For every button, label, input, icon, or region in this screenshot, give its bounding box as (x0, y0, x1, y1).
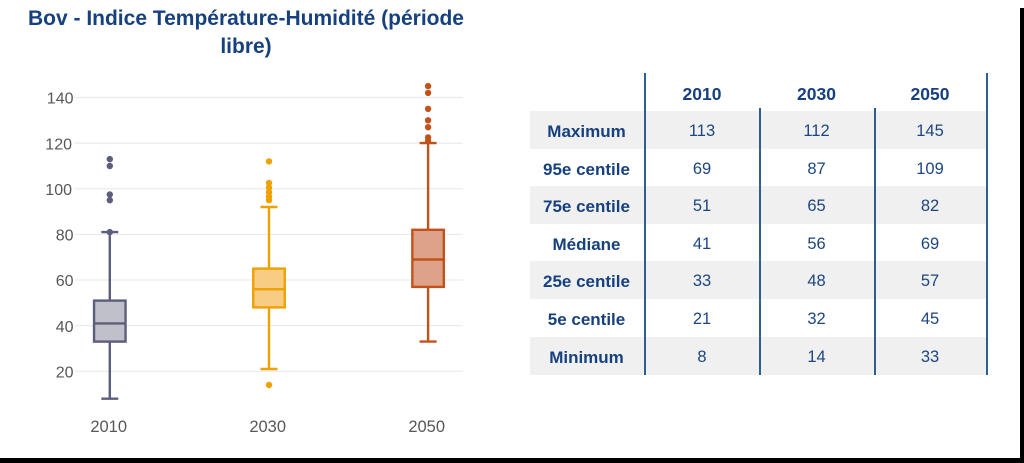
svg-text:60: 60 (56, 273, 74, 290)
svg-text:140: 140 (47, 91, 74, 108)
svg-text:120: 120 (45, 136, 72, 153)
svg-text:2030: 2030 (249, 418, 286, 436)
svg-text:2050: 2050 (408, 418, 445, 436)
svg-text:20: 20 (56, 365, 74, 382)
svg-text:2010: 2010 (90, 418, 127, 436)
svg-text:80: 80 (56, 228, 74, 245)
svg-text:40: 40 (56, 319, 74, 336)
svg-text:100: 100 (45, 182, 72, 199)
